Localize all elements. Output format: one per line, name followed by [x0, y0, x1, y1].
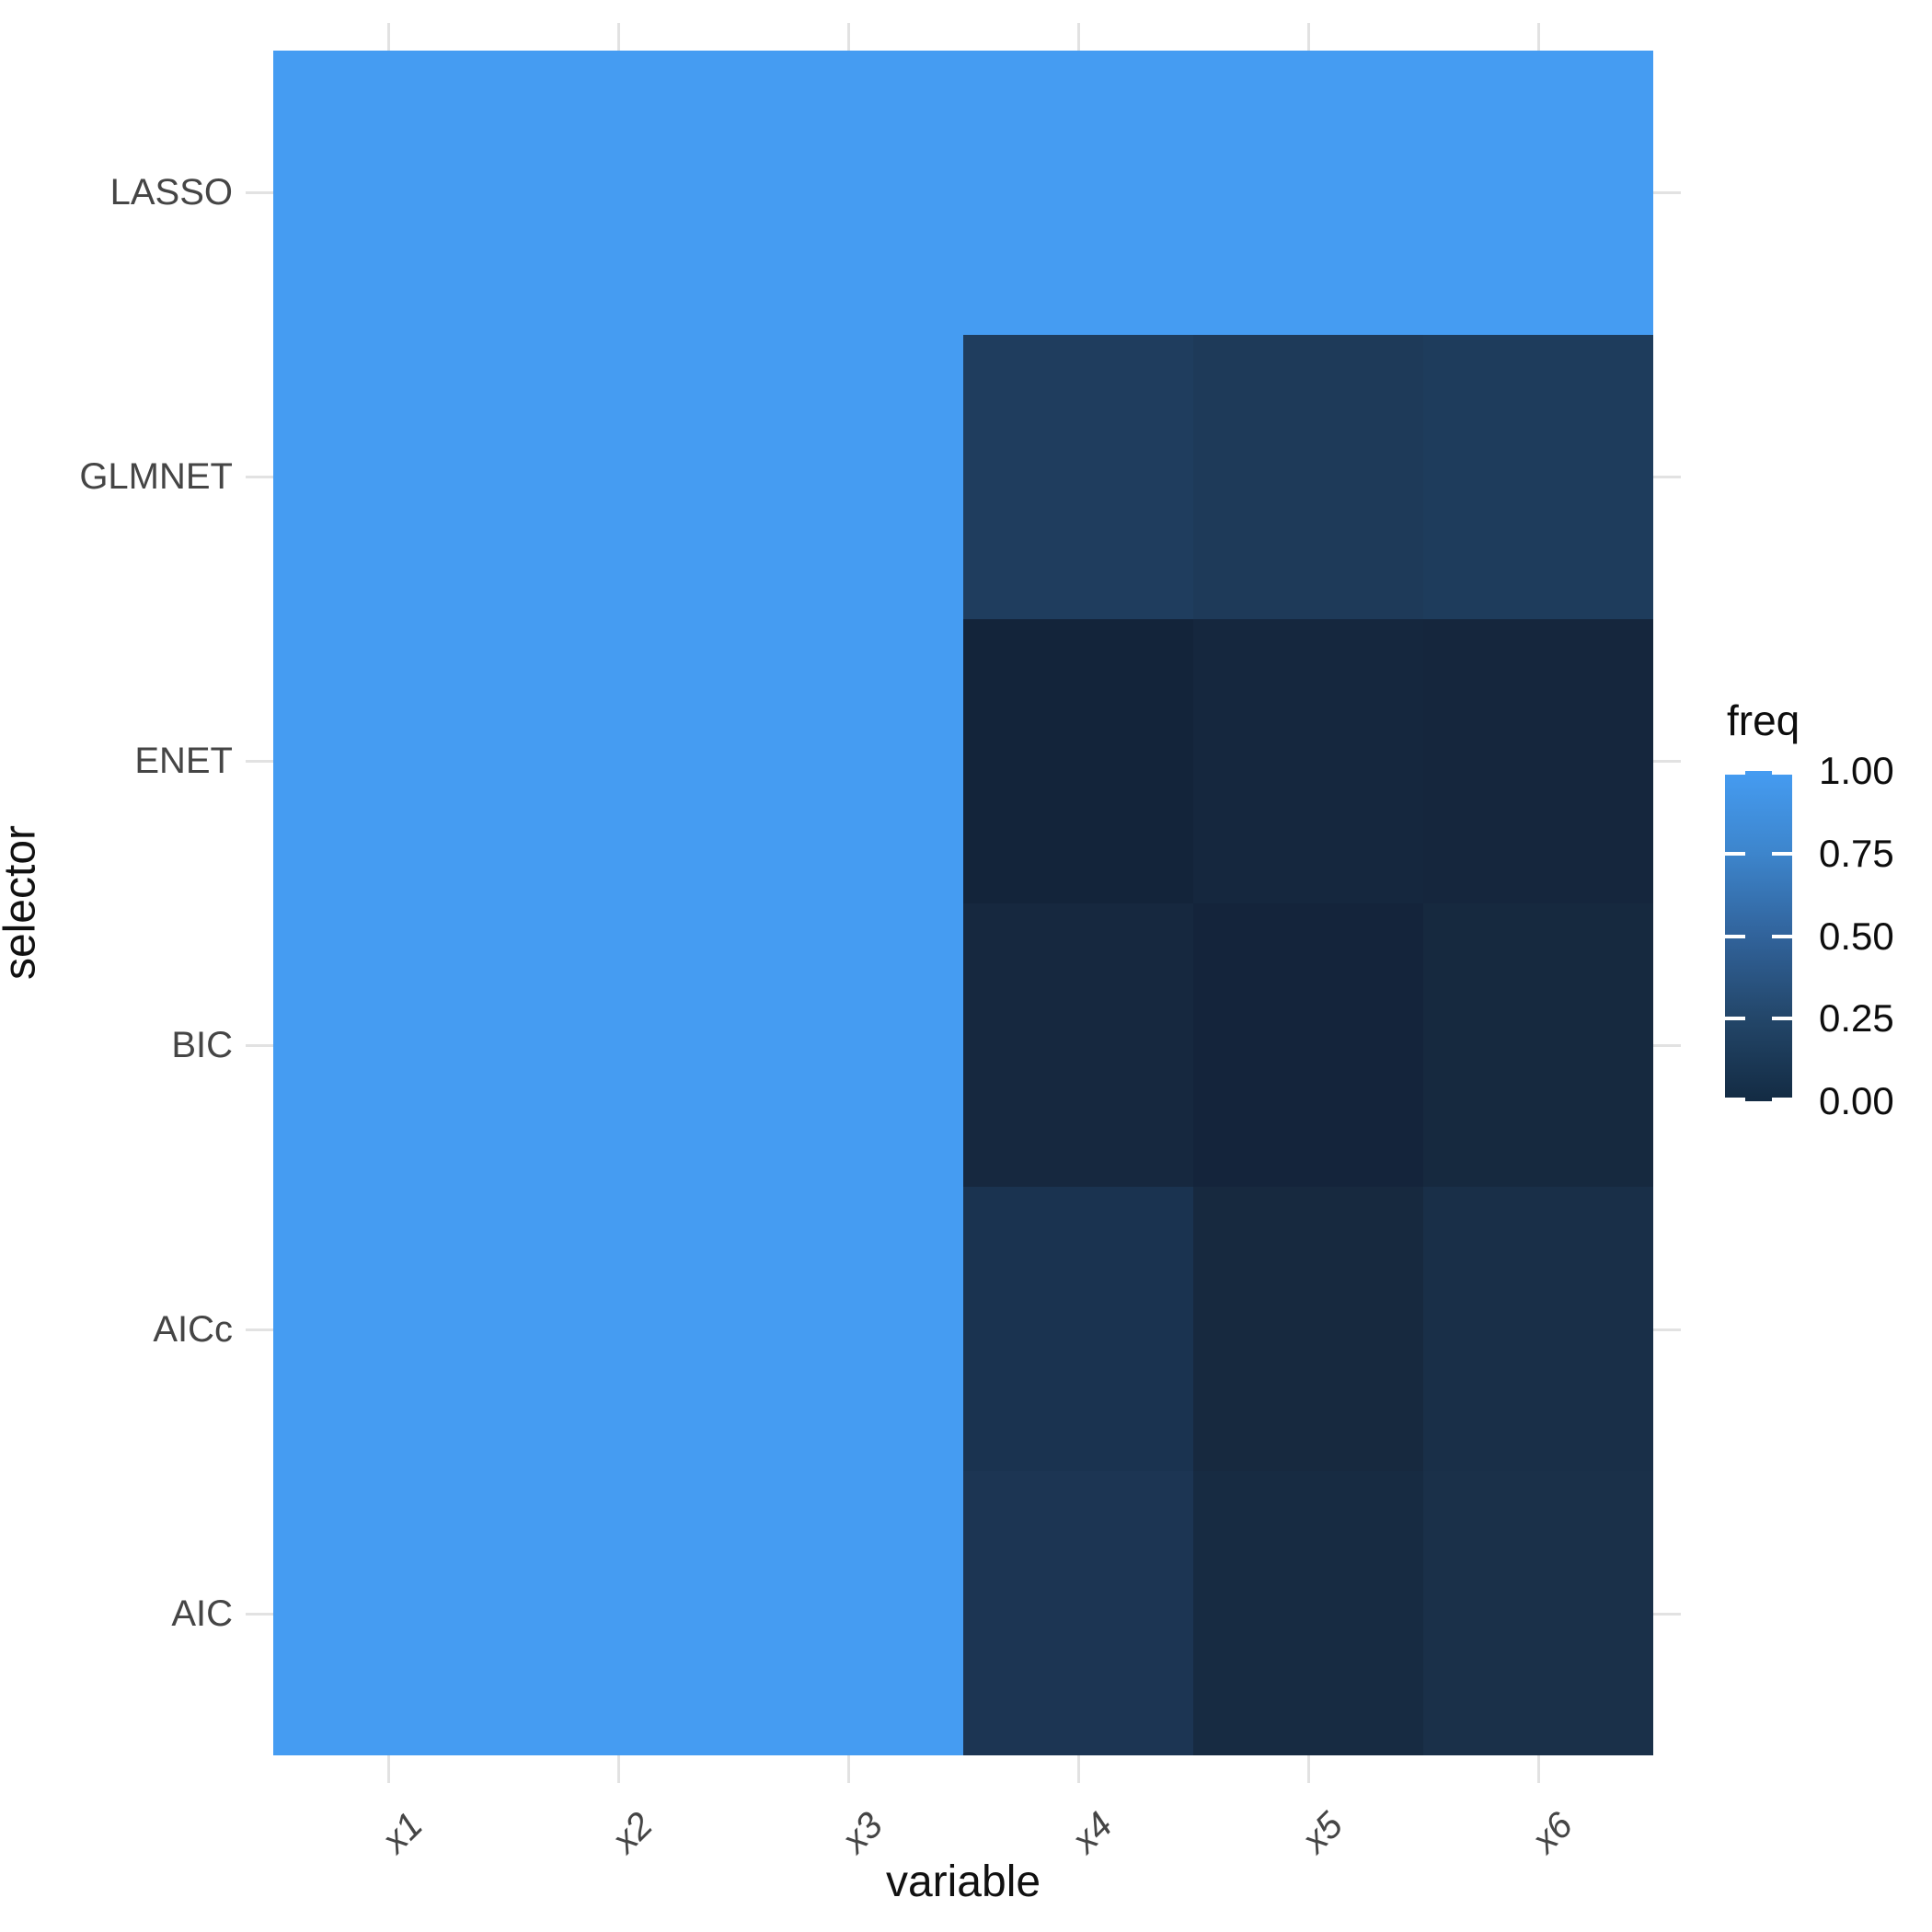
heatmap-cell	[733, 1187, 963, 1471]
heatmap-cell	[1193, 1471, 1423, 1755]
axis-tick	[617, 1755, 620, 1783]
heatmap-cell	[273, 903, 503, 1187]
x-axis-label: x5	[1294, 1804, 1351, 1861]
legend-gradient-bar	[1725, 771, 1792, 1101]
axis-tick	[246, 1044, 273, 1047]
heatmap-cell	[733, 619, 963, 903]
axis-tick	[1653, 1044, 1681, 1047]
legend-tick-mark	[1725, 771, 1745, 775]
heatmap-cell	[963, 335, 1193, 619]
heatmap-cell	[503, 51, 733, 335]
legend-tick-mark	[1772, 935, 1792, 938]
axis-tick	[1653, 1613, 1681, 1616]
heatmap-cell	[1193, 903, 1423, 1187]
heatmap-cell	[1193, 51, 1423, 335]
heatmap-cell	[273, 1471, 503, 1755]
heatmap-cell	[733, 51, 963, 335]
y-axis-label: AIC	[171, 1593, 233, 1634]
axis-tick	[1653, 760, 1681, 763]
y-axis-label: ENET	[134, 741, 233, 781]
legend-tick-mark	[1725, 852, 1745, 856]
heatmap-cell	[963, 619, 1193, 903]
axis-tick	[246, 1613, 273, 1616]
legend-title: freq	[1727, 696, 1800, 744]
heatmap-cell	[963, 1471, 1193, 1755]
y-axis-label: LASSO	[109, 172, 233, 213]
heatmap-cell	[733, 335, 963, 619]
heatmap-cell	[1423, 335, 1653, 619]
y-axis-title: selector	[0, 824, 45, 981]
heatmap-cell	[273, 1187, 503, 1471]
heatmap-cell	[1193, 335, 1423, 619]
heatmap-cell	[1423, 51, 1653, 335]
heatmap-cell	[503, 619, 733, 903]
heatmap-cell	[1193, 1187, 1423, 1471]
axis-tick	[246, 760, 273, 763]
legend-tick-mark	[1725, 1098, 1745, 1101]
y-axis-label: GLMNET	[79, 456, 233, 497]
axis-tick	[1653, 1328, 1681, 1331]
x-axis-label: x1	[374, 1804, 431, 1861]
legend-tick-mark	[1772, 1017, 1792, 1020]
heatmap-cell	[273, 51, 503, 335]
heatmap-cell	[733, 1471, 963, 1755]
heatmap-cell	[503, 1187, 733, 1471]
axis-tick	[387, 1755, 390, 1783]
axis-tick	[246, 476, 273, 478]
legend-tick-label: 0.25	[1819, 996, 1894, 1040]
axis-tick	[617, 23, 620, 51]
axis-tick	[1077, 23, 1080, 51]
heatmap-cell	[963, 903, 1193, 1187]
heatmap-cell	[273, 335, 503, 619]
heatmap-cell	[733, 903, 963, 1187]
axis-tick	[1653, 476, 1681, 478]
legend-tick-mark	[1772, 852, 1792, 856]
axis-tick	[1537, 23, 1540, 51]
x-axis-label: x3	[834, 1804, 891, 1861]
axis-tick	[387, 23, 390, 51]
heatmap-cell	[1193, 619, 1423, 903]
legend-tick-label: 0.75	[1819, 832, 1894, 875]
legend-tick-mark	[1725, 1017, 1745, 1020]
heatmap-cell	[963, 1187, 1193, 1471]
x-axis-label: x4	[1064, 1804, 1121, 1861]
legend-tick-label: 1.00	[1819, 749, 1894, 792]
legend-tick-mark	[1725, 935, 1745, 938]
axis-tick	[246, 1328, 273, 1331]
heatmap-cell	[1423, 619, 1653, 903]
axis-tick	[1537, 1755, 1540, 1783]
axis-tick	[246, 191, 273, 194]
axis-tick	[1653, 191, 1681, 194]
legend-tick-mark	[1772, 1098, 1792, 1101]
axis-tick	[1307, 23, 1310, 51]
axis-tick	[847, 23, 850, 51]
heatmap-cell	[503, 903, 733, 1187]
heatmap-panel	[273, 51, 1653, 1755]
legend-tick-label: 0.50	[1819, 914, 1894, 958]
axis-tick	[1307, 1755, 1310, 1783]
legend-tick-label: 0.00	[1819, 1079, 1894, 1122]
legend-tick-mark	[1772, 771, 1792, 775]
axis-tick	[847, 1755, 850, 1783]
y-axis-label: BIC	[171, 1025, 233, 1065]
heatmap-cell	[963, 51, 1193, 335]
y-axis-label: AICc	[153, 1309, 233, 1350]
x-axis-title: variable	[885, 1857, 1041, 1906]
axis-tick	[1077, 1755, 1080, 1783]
heatmap-cell	[1423, 1471, 1653, 1755]
heatmap-cell	[273, 619, 503, 903]
heatmap-cell	[1423, 1187, 1653, 1471]
heatmap-cell	[503, 1471, 733, 1755]
heatmap-cell	[1423, 903, 1653, 1187]
x-axis-label: x6	[1524, 1804, 1581, 1861]
x-axis-label: x2	[604, 1804, 661, 1861]
heatmap-cell	[503, 335, 733, 619]
